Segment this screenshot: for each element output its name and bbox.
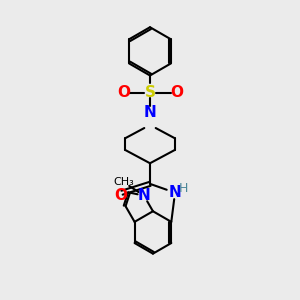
Text: N: N [144,105,156,120]
Text: N: N [138,188,150,203]
Text: N: N [169,185,182,200]
Text: O: O [117,85,130,100]
Text: O: O [170,85,183,100]
Text: S: S [145,85,155,100]
Text: H: H [178,182,188,195]
Text: CH₃: CH₃ [113,177,134,187]
Text: O: O [114,188,127,202]
